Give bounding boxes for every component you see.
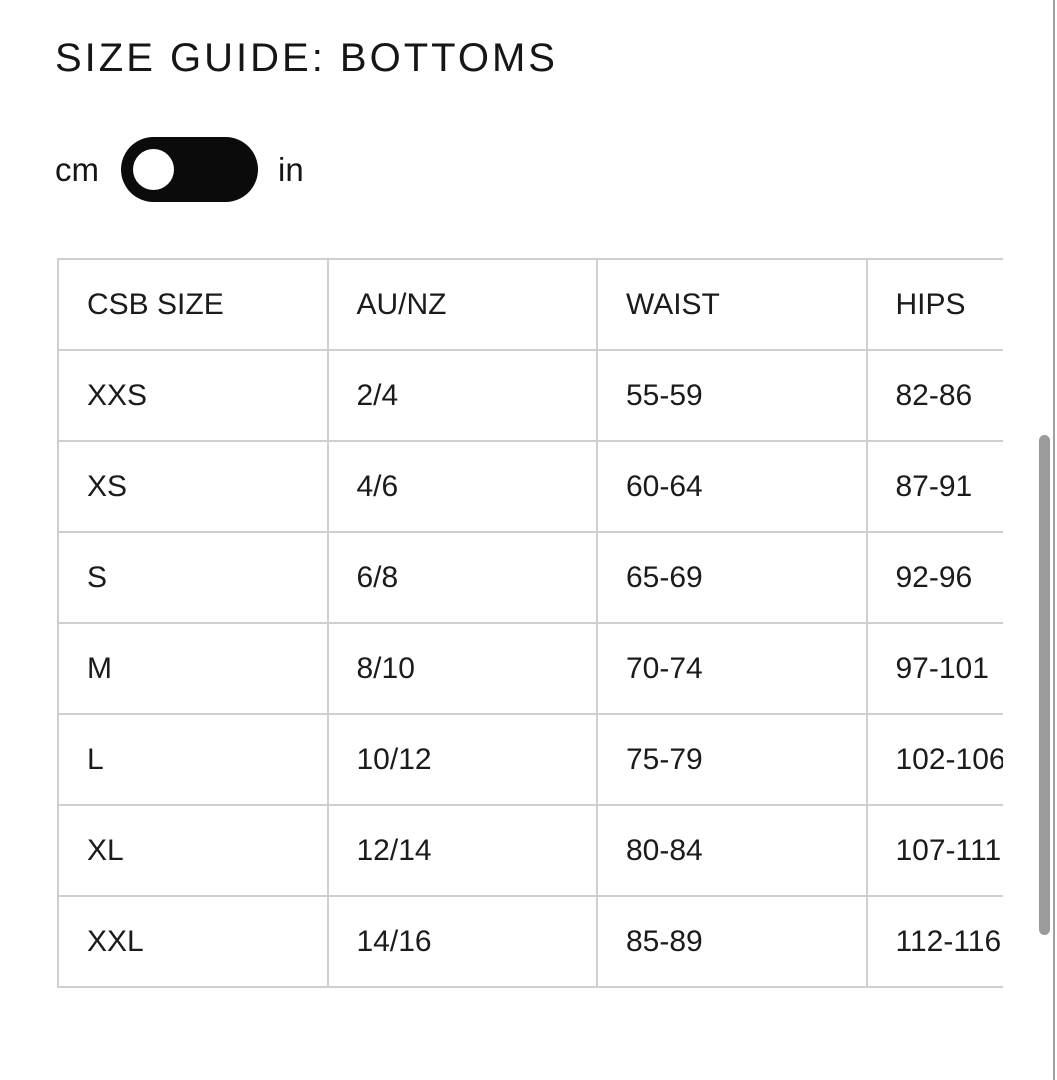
table-cell: 97-101 [865,622,1003,715]
table-cell: XL [57,804,329,897]
table-cell: M [57,622,329,715]
table-cell: 2/4 [326,349,598,442]
table-cell: 80-84 [596,804,868,897]
table-header-row: CSB SIZE AU/NZ WAIST HIPS [57,258,1003,351]
table-cell: 70-74 [596,622,868,715]
table-row: L 10/12 75-79 102-106 [57,713,1003,806]
table-cell: 55-59 [596,349,868,442]
table-cell: XS [57,440,329,533]
page-right-border [1053,0,1055,1080]
table-cell: 112-116 [865,895,1003,988]
size-table-head: CSB SIZE AU/NZ WAIST HIPS [57,258,1003,351]
table-row: XXL 14/16 85-89 112-116 [57,895,1003,988]
table-cell: 82-86 [865,349,1003,442]
size-table: CSB SIZE AU/NZ WAIST HIPS XXS 2/4 55-59 82-86 X… [57,258,1003,988]
unit-toggle-switch[interactable] [121,137,258,202]
table-row: M 8/10 70-74 97-101 [57,622,1003,715]
table-row: S 6/8 65-69 92-96 [57,531,1003,624]
unit-toggle-row: cm in [55,137,304,202]
size-table-container[interactable]: CSB SIZE AU/NZ WAIST HIPS XXS 2/4 55-59 82-86 X… [57,258,1003,1005]
table-cell: 10/12 [326,713,598,806]
table-row: XS 4/6 60-64 87-91 [57,440,1003,533]
table-cell: XXL [57,895,329,988]
table-cell: L [57,713,329,806]
table-cell: 6/8 [326,531,598,624]
table-cell: XXS [57,349,329,442]
unit-label-in[interactable]: in [278,151,304,188]
vertical-scrollbar-thumb[interactable] [1039,435,1050,935]
table-cell: 87-91 [865,440,1003,533]
table-row: XL 12/14 80-84 107-111 [57,804,1003,897]
column-header: AU/NZ [326,258,598,351]
table-cell: 12/14 [326,804,598,897]
toggle-knob-icon [133,149,174,190]
unit-label-cm[interactable]: cm [55,151,99,188]
table-cell: 92-96 [865,531,1003,624]
table-cell: 85-89 [596,895,868,988]
column-header: CSB SIZE [57,258,329,351]
table-cell: 107-111 [865,804,1003,897]
table-cell: 75-79 [596,713,868,806]
table-cell: 60-64 [596,440,868,533]
size-table-body: XXS 2/4 55-59 82-86 XS 4/6 60-64 87-91 S 6/8 65-69… [57,349,1003,988]
table-cell: 102-106 [865,713,1003,806]
table-row: XXS 2/4 55-59 82-86 [57,349,1003,442]
page-title: SIZE GUIDE: BOTTOMS [55,36,558,80]
table-cell: 8/10 [326,622,598,715]
column-header: HIPS [865,258,1003,351]
table-cell: S [57,531,329,624]
table-cell: 65-69 [596,531,868,624]
table-cell: 14/16 [326,895,598,988]
table-cell: 4/6 [326,440,598,533]
column-header: WAIST [596,258,868,351]
